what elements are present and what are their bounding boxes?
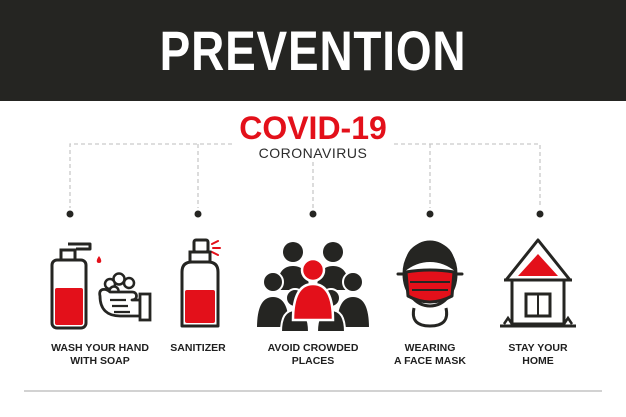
- home-icon: [500, 238, 576, 328]
- connector-dot: [194, 210, 202, 218]
- sanitizer-label: SANITIZER: [170, 342, 226, 354]
- connector-dot: [66, 210, 74, 218]
- connector-dot: [426, 210, 434, 218]
- connector-dot: [536, 210, 544, 218]
- crowd-label: AVOID CROWDED PLACES: [267, 342, 359, 367]
- footer-divider: [24, 390, 602, 392]
- face-mask-icon: [396, 240, 464, 328]
- sanitizer-spray-icon: [180, 238, 221, 328]
- handwash-label: WASH YOUR HAND WITH SOAP: [51, 342, 149, 367]
- covid-title: COVID-19: [239, 110, 387, 146]
- home-label: STAY YOUR HOME: [508, 342, 568, 367]
- connector-dot: [309, 210, 317, 218]
- header-bar: PREVENTION: [0, 0, 626, 101]
- covid-subtitle: CORONAVIRUS: [258, 145, 368, 161]
- handwash-item: [40, 232, 160, 332]
- home-item: [478, 232, 598, 332]
- crowd-icon: [254, 242, 372, 332]
- face-mask-label: WEARING A FACE MASK: [394, 342, 466, 367]
- page-title: PREVENTION: [159, 18, 467, 82]
- handwash-soap-icon: [50, 242, 152, 330]
- sanitizer-item: [138, 232, 258, 332]
- crowd-item: [253, 232, 373, 332]
- face-mask-item: [370, 232, 490, 332]
